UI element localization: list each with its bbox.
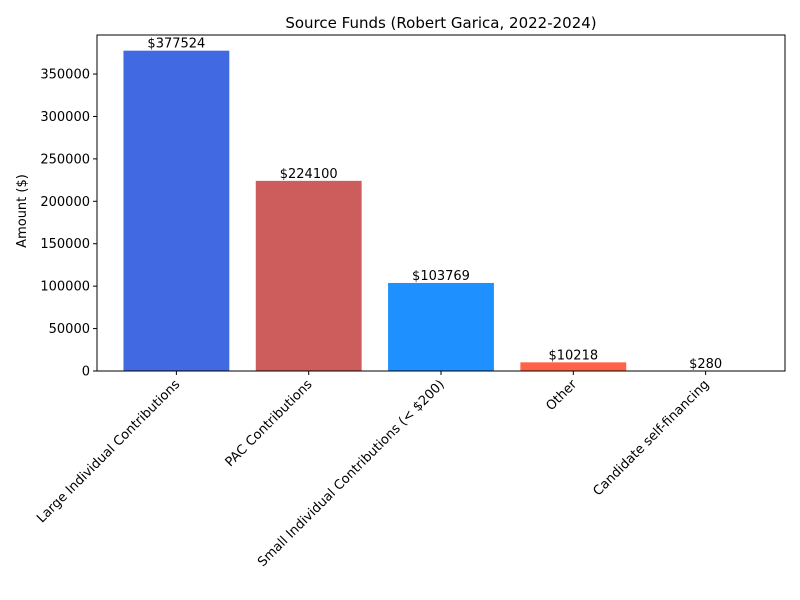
x-tick-label-2: PAC Contributions xyxy=(223,377,316,470)
bar-1 xyxy=(123,50,230,371)
data-label-3: $103769 xyxy=(412,269,470,284)
x-tick-label-1: Large Individual Contributions xyxy=(34,377,183,526)
y-tick-label-3: 150000 xyxy=(40,237,90,252)
y-tick-label-6: 300000 xyxy=(40,110,90,125)
y-tick-label-1: 50000 xyxy=(49,322,90,337)
y-tick-label-2: 100000 xyxy=(40,280,90,295)
bar-2 xyxy=(255,180,362,371)
data-label-1: $377524 xyxy=(147,37,205,52)
data-label-4: $10218 xyxy=(548,348,598,363)
y-axis-label: Amount ($) xyxy=(15,174,30,248)
y-tick-label-0: 0 xyxy=(82,365,90,380)
data-label-5: $280 xyxy=(689,357,722,372)
plot-area: $377524 $224100 $103769 $10218 $280 0 50000 100… xyxy=(34,34,786,570)
chart-title: Source Funds (Robert Garica, 2022-2024) xyxy=(285,14,596,32)
y-tick-label-7: 350000 xyxy=(40,68,90,83)
bar-3 xyxy=(388,282,494,371)
x-tick-label-4: Other xyxy=(543,377,580,414)
x-tick-label-5: Candidate self-financing xyxy=(591,377,713,499)
y-tick-label-4: 200000 xyxy=(40,195,90,210)
data-label-2: $224100 xyxy=(280,167,338,182)
bar-4 xyxy=(520,362,627,371)
y-tick-label-5: 250000 xyxy=(40,152,90,167)
